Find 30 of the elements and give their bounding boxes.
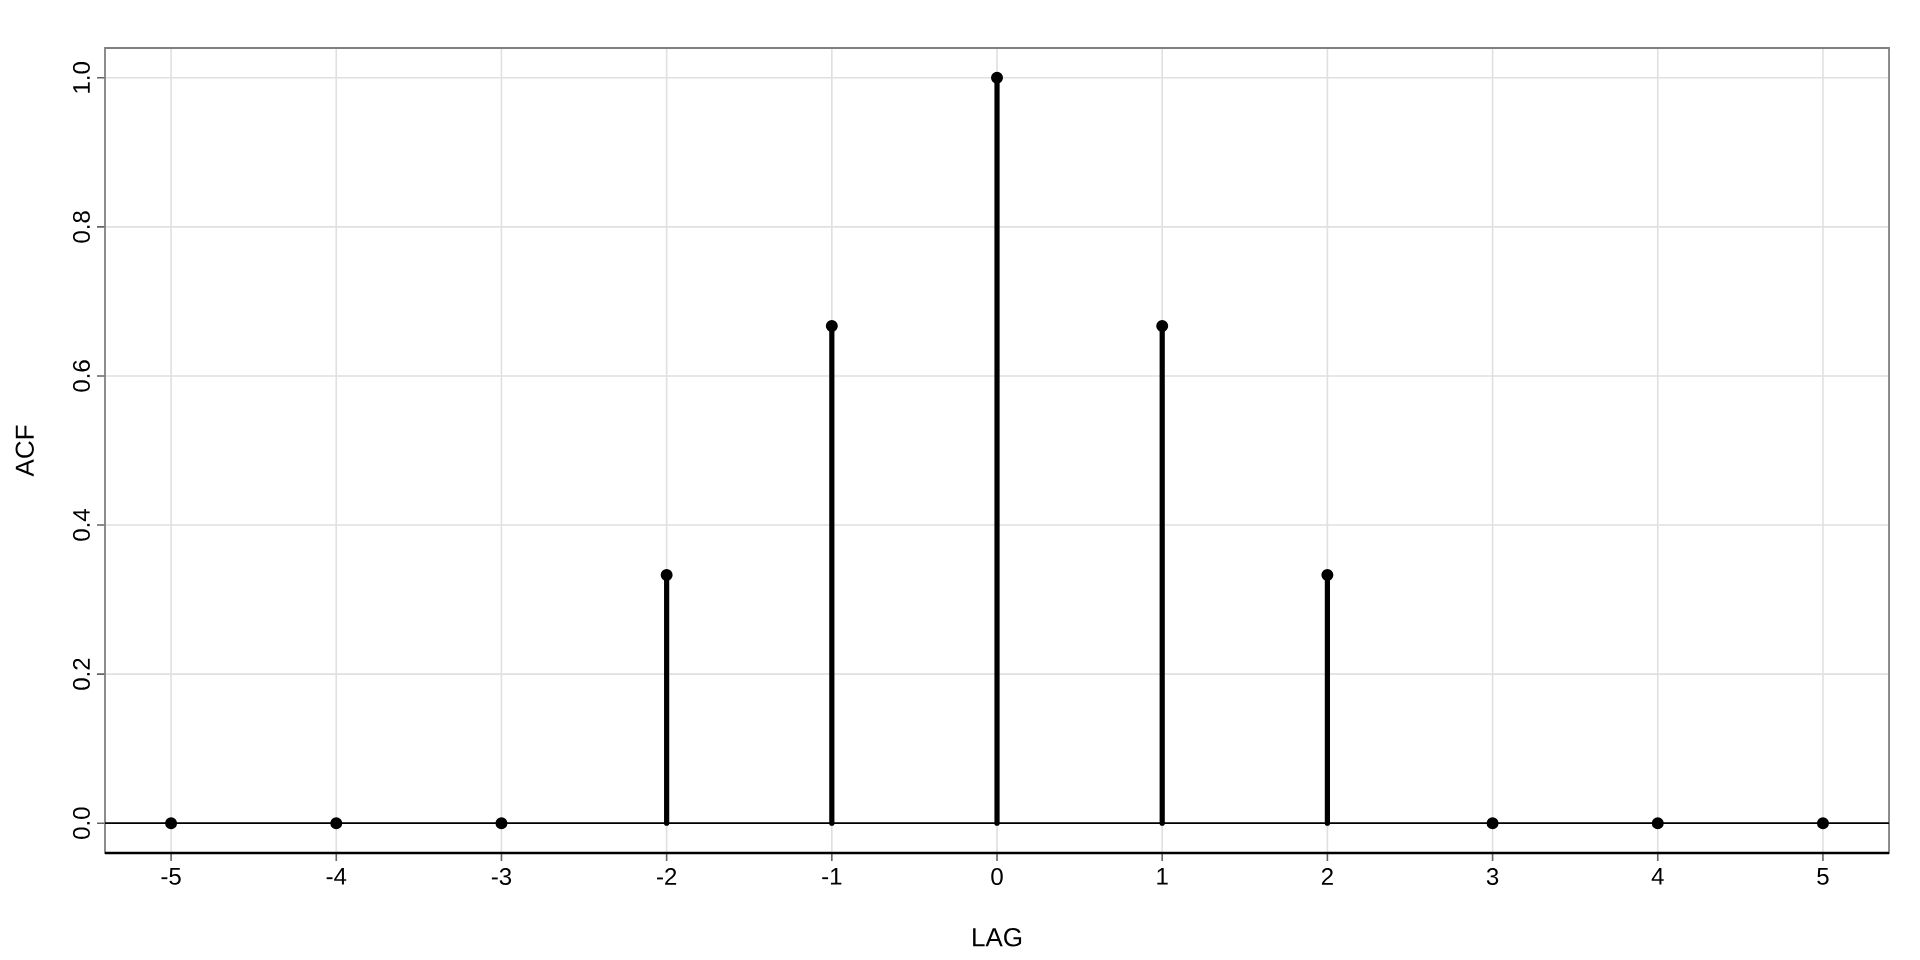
x-tick-label: 3 xyxy=(1486,868,1499,886)
point xyxy=(495,817,508,830)
x-tick-label: 2 xyxy=(1321,868,1333,885)
point xyxy=(660,568,673,581)
point xyxy=(165,817,178,830)
point xyxy=(1321,568,1334,581)
y-tick-label: 1.0 xyxy=(72,62,90,93)
point xyxy=(1486,817,1499,830)
point xyxy=(991,71,1004,84)
point xyxy=(825,320,838,333)
point xyxy=(1156,320,1169,333)
x-axis-title: LAG xyxy=(973,928,1022,947)
y-tick-label: 0.0 xyxy=(72,807,90,839)
x-tick-label: -2 xyxy=(657,868,677,885)
y-axis-title: ACF xyxy=(15,425,34,477)
y-tick-label: 0.8 xyxy=(72,211,90,243)
x-tick-label: 5 xyxy=(1817,868,1829,885)
point xyxy=(330,817,343,830)
point xyxy=(1816,817,1829,830)
x-tick-label: -4 xyxy=(326,868,347,885)
x-tick-label: -1 xyxy=(822,868,842,885)
x-tick-label: 4 xyxy=(1651,868,1664,885)
x-tick-label: 1 xyxy=(1157,868,1168,885)
x-tick-label: 0 xyxy=(991,868,1003,886)
y-tick-label: 0.6 xyxy=(72,360,90,392)
y-tick-label: 0.2 xyxy=(72,658,90,690)
x-tick-label: -3 xyxy=(491,868,512,886)
x-tick-label: -5 xyxy=(161,868,181,885)
y-tick-label: 0.4 xyxy=(72,509,90,541)
point xyxy=(1651,817,1664,830)
